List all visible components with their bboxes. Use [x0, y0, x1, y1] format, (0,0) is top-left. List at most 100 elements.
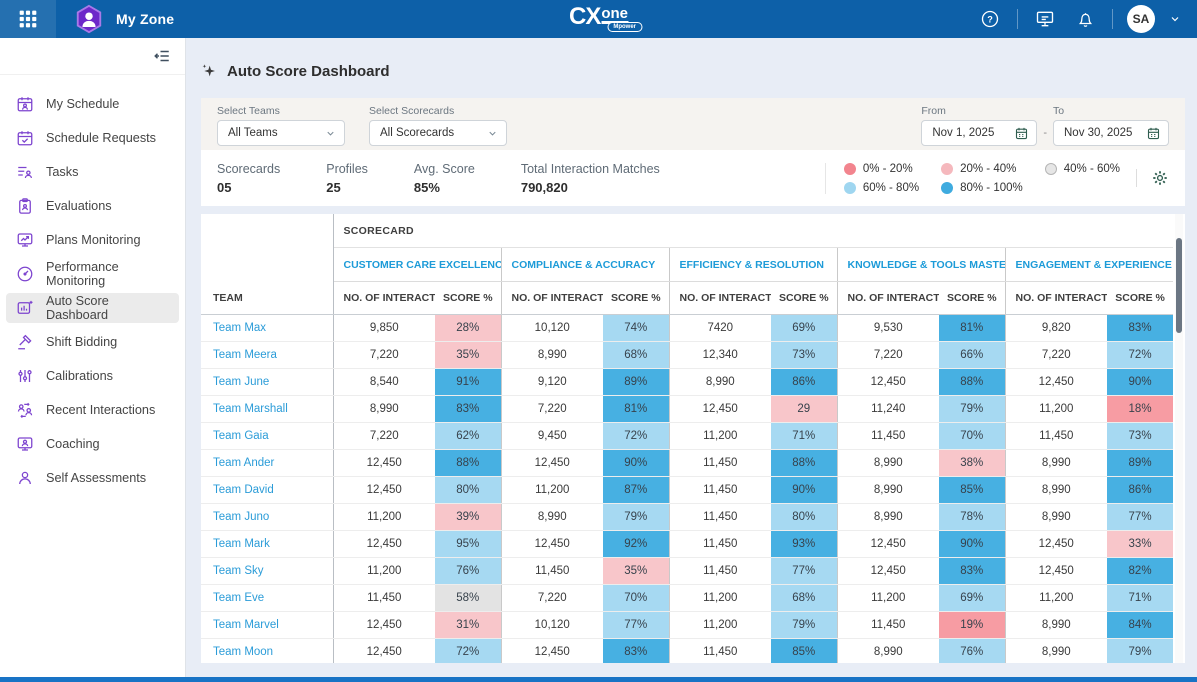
legend-item-pink[interactable]: 20% - 40% [941, 162, 1023, 175]
sidebar-item-tasks[interactable]: Tasks [6, 157, 179, 187]
waffle-grid-icon [18, 9, 38, 29]
legend-dot-lightblue [843, 181, 856, 194]
interactions-cell: 8,990 [1004, 449, 1107, 477]
select-scorecards-label: Select Scorecards [369, 105, 455, 117]
score-cell: 28% [435, 314, 501, 342]
stat-scorecards: Scorecards 05 [217, 162, 280, 195]
team-link[interactable]: Team Marvel [213, 619, 279, 631]
sidebar-menu: My Schedule Schedule Requests Tasks Evaluat… [0, 75, 185, 493]
interactions-cell: 7420 [668, 314, 771, 342]
team-link[interactable]: Team Meera [213, 349, 277, 361]
score-cell: 84% [1107, 611, 1174, 639]
legend-item-lightblue[interactable]: 60% - 80% [843, 181, 919, 194]
topbar-divider [1017, 9, 1018, 29]
legend-item-blue[interactable]: 80% - 100% [941, 181, 1023, 194]
interactions-cell: 12,450 [836, 368, 939, 396]
scorecard-column-header: COMPLIANCE & ACCURACY [500, 247, 669, 282]
notifications-icon[interactable] [1072, 6, 1098, 32]
sidebar-collapse-icon[interactable] [151, 45, 173, 67]
interactions-cell: 11,200 [332, 557, 435, 585]
score-column-header: SCORE % [603, 281, 669, 315]
sidebar-item-label: Shift Bidding [46, 335, 118, 349]
sidebar-item-my-schedule[interactable]: My Schedule [6, 89, 179, 119]
sidebar-item-plans-monitoring[interactable]: Plans Monitoring [6, 225, 179, 255]
avatar-chevron-down-icon[interactable] [1169, 13, 1181, 25]
app-launcher-button[interactable] [0, 0, 56, 38]
team-link[interactable]: Team Sky [213, 565, 264, 577]
interactions-cell: 8,990 [836, 476, 939, 504]
sidebar-item-calibrations[interactable]: Calibrations [6, 361, 179, 391]
interactions-cell: 8,990 [836, 638, 939, 663]
interactions-cell: 9,120 [500, 368, 603, 396]
interactions-cell: 11,450 [668, 476, 771, 504]
my-zone-logo-icon [74, 4, 104, 34]
score-cell: 77% [1107, 503, 1174, 531]
interactions-cell: 7,220 [836, 341, 939, 369]
team-link[interactable]: Team Eve [213, 592, 265, 604]
avatar[interactable]: SA [1127, 5, 1155, 33]
team-link[interactable]: Team David [213, 484, 274, 496]
legend-item-red[interactable]: 0% - 20% [843, 162, 919, 175]
auto-score-dashboard-icon [16, 299, 34, 317]
sidebar-item-self-assessments[interactable]: Self Assessments [6, 463, 179, 493]
interactions-cell: 11,450 [500, 557, 603, 585]
score-cell: 18% [1107, 395, 1174, 423]
sidebar-item-evaluations[interactable]: Evaluations [6, 191, 179, 221]
teams-select[interactable]: All Teams [217, 120, 345, 146]
help-icon[interactable]: ? [977, 6, 1003, 32]
team-link[interactable]: Team Mark [213, 538, 270, 550]
calendar-icon [1146, 126, 1161, 141]
score-column-header: SCORE % [1107, 281, 1174, 315]
sidebar-item-performance-monitoring[interactable]: Performance Monitoring [6, 259, 179, 289]
select-teams-label: Select Teams [217, 105, 280, 117]
sidebar-item-label: Calibrations [46, 369, 113, 383]
sidebar-item-recent-interactions[interactable]: Recent Interactions [6, 395, 179, 425]
score-cell: 68% [603, 341, 669, 369]
gear-icon [1151, 169, 1169, 187]
interactions-cell: 12,450 [332, 449, 435, 477]
score-cell: 58% [435, 584, 501, 612]
cxone-logo: CX one Mpower [569, 4, 643, 32]
scorecards-select[interactable]: All Scorecards [369, 120, 507, 146]
sidebar-item-label: Schedule Requests [46, 131, 157, 145]
legend-item-gray[interactable]: 40% - 60% [1044, 162, 1120, 175]
interactions-cell: 12,450 [332, 611, 435, 639]
interactions-cell: 8,990 [1004, 611, 1107, 639]
sidebar-item-shift-bidding[interactable]: Shift Bidding [6, 327, 179, 357]
table-scrollbar-track [1175, 214, 1183, 663]
table-row: Team Marvel 12,450 31% 10,120 77% 11,200 79% 11… [201, 611, 1174, 639]
screen-share-icon[interactable] [1032, 6, 1058, 32]
team-link[interactable]: Team June [213, 376, 270, 388]
score-cell: 76% [435, 557, 501, 585]
interactions-column-header: NO. OF INTERACTI... [332, 281, 435, 315]
team-link[interactable]: Team Juno [213, 511, 270, 523]
sidebar-item-schedule-requests[interactable]: Schedule Requests [6, 123, 179, 153]
interactions-cell: 10,120 [500, 314, 603, 342]
settings-button[interactable] [1136, 169, 1169, 187]
team-link[interactable]: Team Gaia [213, 430, 269, 442]
team-link[interactable]: Team Marshall [213, 403, 288, 415]
sidebar-item-coaching[interactable]: Coaching [6, 429, 179, 459]
svg-text:?: ? [987, 14, 993, 24]
score-cell: 79% [771, 611, 837, 639]
schedule-requests-icon [16, 129, 34, 147]
score-cell: 79% [939, 395, 1005, 423]
from-date-input[interactable]: Nov 1, 2025 [921, 120, 1038, 146]
to-date-input[interactable]: Nov 30, 2025 [1053, 120, 1169, 146]
score-cell: 71% [771, 422, 837, 450]
score-cell: 19% [939, 611, 1005, 639]
sidebar-item-auto-score-dashboard[interactable]: Auto Score Dashboard [6, 293, 179, 323]
team-link[interactable]: Team Moon [213, 646, 274, 658]
team-link[interactable]: Team Max [213, 322, 267, 334]
date-range-separator: - [1043, 127, 1047, 139]
table-scrollbar-thumb[interactable] [1176, 238, 1182, 333]
team-name-cell: Team June [201, 368, 334, 396]
sidebar-item-label: Performance Monitoring [46, 260, 119, 288]
page-title: Auto Score Dashboard [227, 62, 390, 80]
cxone-logo-badge: Mpower [607, 22, 643, 32]
score-cell: 79% [1107, 638, 1174, 663]
interactions-cell: 11,450 [668, 638, 771, 663]
interactions-cell: 11,200 [500, 476, 603, 504]
team-link[interactable]: Team Ander [213, 457, 275, 469]
summary-bar: Scorecards 05 Profiles 25 Avg. Score 85% Total… [201, 150, 1185, 206]
